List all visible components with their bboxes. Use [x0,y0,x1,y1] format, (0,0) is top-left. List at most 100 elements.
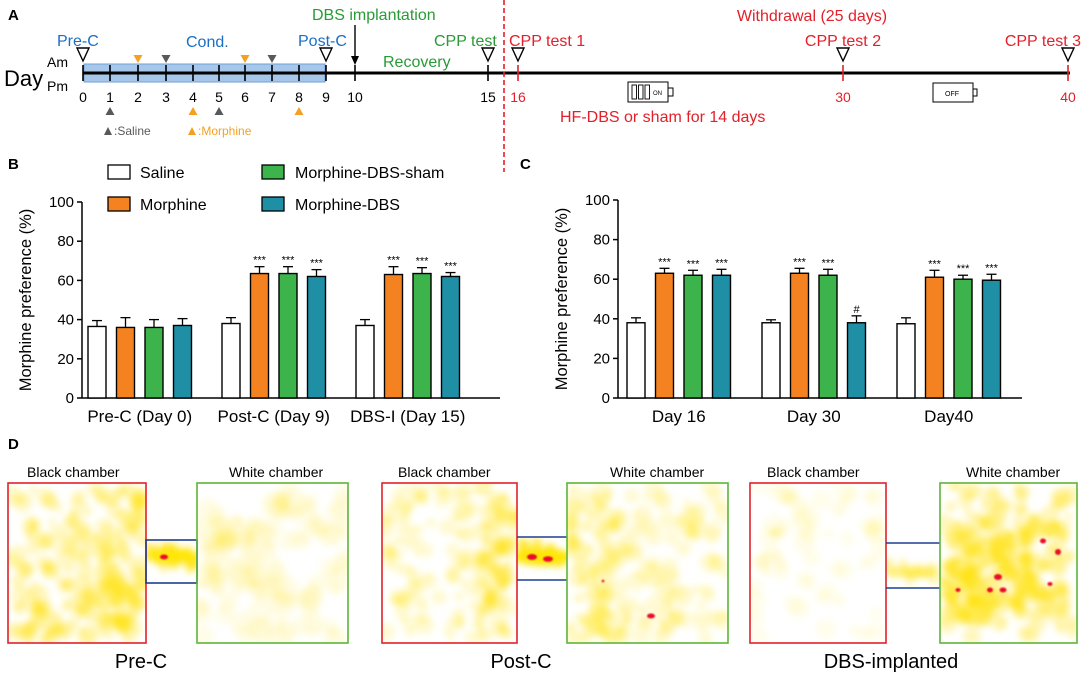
heat-blob [624,488,640,504]
heat-blob [66,617,80,630]
heat-blob [109,548,119,558]
heat-blob [930,576,940,586]
heat-blob [454,483,473,501]
heatmap-post-c-white [567,483,728,643]
heatmap-pre-c-white [197,483,348,643]
saline-injection-marker [161,55,171,63]
heatmap-post-c-black [382,483,517,643]
heat-blob [245,579,258,592]
maze-caption: Pre-C [115,651,167,673]
heat-blob [595,581,614,600]
heat-hotspot [1055,549,1061,555]
cpp-test-label: CPP test [434,33,497,50]
bar-morphine-dbs-sham-dbs-i-day-15 [412,272,432,399]
morphine-injection-marker [188,107,198,115]
heat-blob [672,585,694,608]
cond-label: Cond. [186,34,229,51]
maze-caption: Post-C [490,651,551,673]
significance-morphine-dbs-dbs-i-day-15: *** [444,261,458,273]
heat-blob [391,489,406,503]
heat-blob [858,558,871,571]
heat-blob [197,577,210,590]
black-chamber [749,482,887,644]
bar-saline-dbs-i-day-15 [355,324,375,399]
heat-blob [643,525,664,546]
heat-blob [530,537,543,550]
heat-blob [682,498,692,508]
heat-blob [567,498,581,516]
heat-blob [399,512,410,523]
heat-blob [691,611,701,621]
heat-blob [1036,557,1051,572]
heat-blob [13,585,27,599]
white-chamber-label: White chamber [966,464,1060,480]
heat-blob [278,529,299,551]
white-chamber-label: White chamber [229,464,323,480]
heat-blob [137,493,146,508]
heat-blob [108,590,124,607]
heat-blob [10,573,27,590]
heat-blob [501,561,514,573]
heat-blob [431,589,447,605]
heat-blob [51,611,63,622]
heat-blob [750,589,766,613]
significance-morphine-dbs-sham-day-30: *** [822,257,836,269]
bar-morphine-dbs-day-30 [846,322,867,399]
bar-chart-b: Morphine preference (%) 0 20 40 60 80 100 Pre-C… [17,194,500,426]
test-day-triangle-icon [835,47,851,63]
heat-blob [1027,612,1037,623]
heat-blob [960,576,977,593]
bar-saline-post-c-day-9 [221,322,241,399]
heat-blob [234,622,256,643]
heat-blob [698,632,713,643]
heat-blob [148,544,155,551]
heat-blob [123,633,132,642]
heat-density [8,483,146,643]
heat-blob [1011,602,1029,620]
heat-blob [406,525,418,536]
heat-blob [21,516,39,534]
bar-morphine-dbs-sham-day40 [953,278,973,399]
heat-blob [268,624,293,643]
heat-blob [38,534,55,551]
bar-morphine-day40 [924,276,945,399]
y-tick-label: 60 [593,271,610,288]
heat-blob [966,513,978,524]
heat-blob [136,576,146,591]
heat-blob [945,500,957,513]
category-label: Pre-C (Day 0) [87,407,192,426]
heat-blob [458,577,470,588]
heat-blob [760,563,773,576]
cpp-test-3-label: CPP test 3 [1005,33,1081,50]
black-chamber-label: Black chamber [27,464,120,480]
heat-blob [30,596,40,605]
heat-blob [102,628,114,641]
bar-morphine-dbs-sham-day-16 [683,274,703,399]
heat-blob [427,483,440,493]
heat-blob [96,493,108,505]
heat-blob [652,489,668,505]
day-label: 0 [79,89,87,105]
heat-blob [606,549,620,562]
heat-blob [964,591,979,606]
maze-post-c: Black chamber White chamber Post-C [381,464,729,673]
bar-saline-day-16 [626,322,646,399]
heat-blob [247,519,263,536]
heat-blob [19,563,33,577]
heat-blob [482,596,498,612]
heat-density [382,483,517,643]
pm-label: Pm [47,78,68,94]
heat-band [517,548,567,566]
heat-blob [423,573,438,589]
y-tick-label: 100 [49,194,74,211]
panel-a-timeline: A Day Am Pm 0 1 2 3 4 5 6 7 8 9 10 15 16 30 40 Pre-C C… [4,0,1081,172]
heat-hotspot [994,574,1002,580]
day-label: 1 [106,89,114,105]
significance-morphine-dbs-post-c-day-9: *** [310,258,324,270]
legend-swatch-morphine-dbs [261,196,285,212]
white-chamber-label: White chamber [610,464,704,480]
heat-blob [517,538,529,550]
significance-morphine-day-30: *** [793,256,807,268]
bar-morphine-post-c-day-9 [249,272,270,399]
heat-blob [487,627,500,639]
